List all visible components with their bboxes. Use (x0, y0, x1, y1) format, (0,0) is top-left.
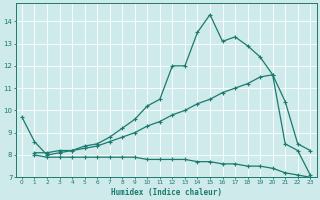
X-axis label: Humidex (Indice chaleur): Humidex (Indice chaleur) (111, 188, 221, 197)
